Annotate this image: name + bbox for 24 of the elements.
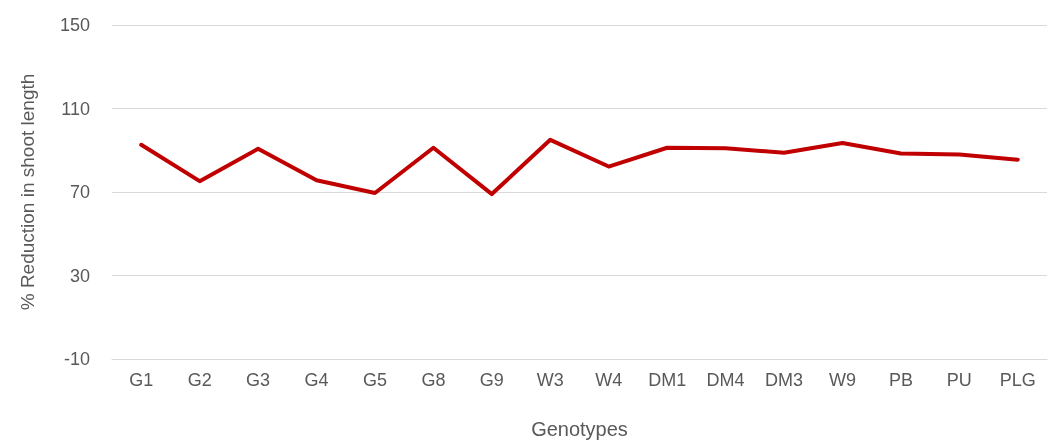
x-tick-label: G1 [129,370,154,390]
x-tick-label: G2 [187,370,212,390]
y-tick-label: -10 [63,349,90,369]
x-tick-label: G8 [421,370,446,390]
x-tick-label: PLG [999,370,1036,390]
y-tick-label: 110 [61,98,90,119]
x-tick-label: DM3 [765,370,804,390]
x-tick-label: DM1 [648,370,687,390]
x-tick-label: G9 [479,370,504,390]
x-tick-label: W4 [595,370,623,390]
x-tick-label: PU [946,370,972,390]
x-tick-label: G4 [304,370,329,390]
x-tick-label: W9 [828,370,856,390]
x-tick-label: G3 [246,370,271,390]
x-tick-label: W3 [536,370,564,390]
line-series [139,137,1020,197]
x-axis-title: Genotypes [531,418,628,440]
y-tick-label: 150 [59,15,90,35]
y-tick-label: 70 [69,182,90,202]
x-tick-label: G5 [362,370,387,390]
x-tick-label: DM4 [706,370,745,390]
x-tick-label: PB [888,370,913,390]
y-tick-label: 30 [69,265,90,286]
y-axis-title: % Reduction in shoot length [17,73,38,311]
